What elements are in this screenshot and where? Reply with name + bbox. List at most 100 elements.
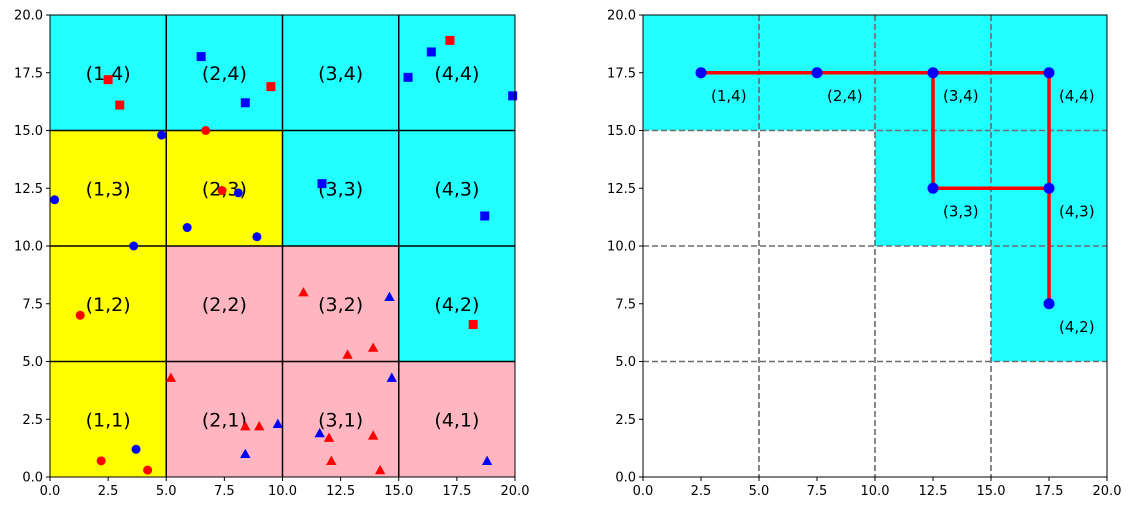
- path-node: [927, 67, 939, 79]
- cell-label: (4,1): [434, 409, 479, 431]
- data-point-circle: [233, 188, 243, 198]
- node-label: (4,4): [1059, 87, 1095, 105]
- y-tick-label: 5.0: [22, 355, 43, 370]
- cell-label: (2,2): [202, 294, 247, 316]
- grid-cell: [166, 15, 283, 131]
- x-tick-label: 10.0: [268, 484, 297, 499]
- node-label: (4,2): [1059, 318, 1095, 336]
- cell-label: (4,4): [434, 63, 479, 85]
- node-label: (4,3): [1059, 202, 1095, 220]
- y-tick-label: 12.5: [607, 182, 636, 197]
- data-point-circle: [96, 456, 106, 466]
- x-tick-label: 0.0: [40, 484, 61, 499]
- grid-cell: [398, 15, 515, 131]
- grid-cell: [282, 361, 399, 477]
- path-node: [695, 67, 707, 79]
- data-point-square: [103, 75, 113, 85]
- y-tick-label: 20.0: [607, 9, 636, 24]
- data-point-triangle: [254, 420, 265, 431]
- grid-cell: [282, 130, 399, 246]
- y-tick-label: 17.5: [607, 66, 636, 81]
- x-tick-label: 15.0: [384, 484, 413, 499]
- grid-cell: [282, 246, 399, 362]
- path-node: [1043, 298, 1055, 310]
- grid-cell: [50, 361, 167, 477]
- grid-cell: [50, 15, 167, 131]
- data-point-triangle: [342, 349, 353, 359]
- y-tick-label: 17.5: [14, 66, 43, 81]
- grid-cell: [166, 246, 283, 362]
- x-tick-label: 2.5: [691, 484, 712, 499]
- x-tick-label: 5.0: [156, 484, 177, 499]
- y-tick-label: 0.0: [615, 471, 636, 486]
- x-tick-label: 7.5: [807, 484, 828, 499]
- path-node: [811, 67, 823, 79]
- cell-label: (4,3): [434, 178, 479, 200]
- data-point-square: [468, 320, 478, 330]
- data-point-triangle: [386, 372, 397, 382]
- x-tick-label: 5.0: [749, 484, 770, 499]
- cell-label: (2,4): [202, 63, 247, 85]
- cell-label: (1,1): [86, 409, 131, 431]
- y-tick-label: 10.0: [14, 240, 43, 255]
- data-point-triangle: [298, 287, 309, 297]
- data-point-circle: [252, 232, 262, 242]
- y-tick-label: 7.5: [615, 297, 636, 312]
- cell-label: (3,1): [318, 409, 363, 431]
- path-node: [927, 182, 939, 194]
- data-point-square: [240, 98, 250, 108]
- x-tick-label: 0.0: [633, 484, 654, 499]
- data-point-triangle: [326, 455, 337, 465]
- data-point-square: [115, 100, 125, 110]
- grid-cell: [398, 130, 515, 246]
- y-tick-label: 0.0: [22, 471, 43, 486]
- cell-label: (2,1): [202, 409, 247, 431]
- y-tick-label: 2.5: [22, 413, 43, 428]
- grid-cell: [398, 361, 515, 477]
- y-tick-label: 5.0: [615, 355, 636, 370]
- x-tick-label: 15.0: [977, 484, 1006, 499]
- x-tick-label: 2.5: [98, 484, 119, 499]
- y-tick-label: 20.0: [14, 9, 43, 24]
- data-point-triangle: [367, 342, 379, 352]
- x-tick-label: 12.5: [326, 484, 355, 499]
- data-point-square: [317, 179, 327, 189]
- data-point-circle: [143, 465, 153, 475]
- x-tick-label: 20.0: [501, 484, 530, 499]
- data-point-circle: [201, 126, 211, 135]
- x-tick-label: 17.5: [442, 484, 471, 499]
- grid-cell: [282, 15, 399, 131]
- node-label: (3,3): [943, 202, 979, 220]
- data-point-triangle: [323, 432, 335, 442]
- data-point-square: [266, 82, 276, 92]
- data-point-triangle: [165, 372, 177, 382]
- data-point-circle: [131, 444, 141, 454]
- path-node: [1043, 182, 1055, 194]
- cell-label: (4,2): [434, 294, 479, 316]
- data-point-square: [445, 35, 455, 45]
- x-tick-label: 20.0: [1093, 484, 1122, 499]
- y-tick-label: 2.5: [615, 413, 636, 428]
- data-point-square: [508, 91, 518, 101]
- cell-label: (1,3): [86, 178, 131, 200]
- data-point-circle: [157, 130, 167, 140]
- data-point-square: [403, 72, 413, 82]
- cell-label: (3,3): [318, 178, 363, 200]
- data-point-square: [426, 47, 436, 57]
- cell-label: (3,4): [318, 63, 363, 85]
- y-tick-label: 15.0: [14, 124, 43, 139]
- data-point-square: [196, 52, 206, 62]
- cell-label: (3,2): [318, 294, 363, 316]
- data-point-square: [480, 211, 490, 221]
- path-line: [701, 71, 1051, 304]
- node-label: (1,4): [711, 87, 747, 105]
- data-point-triangle: [240, 448, 251, 459]
- y-tick-label: 15.0: [607, 124, 636, 139]
- path-node: [1043, 67, 1055, 79]
- node-label: (3,4): [943, 87, 979, 105]
- data-point-triangle: [374, 464, 386, 475]
- data-point-triangle: [240, 420, 251, 431]
- y-tick-label: 7.5: [22, 297, 43, 312]
- data-point-circle: [75, 310, 85, 320]
